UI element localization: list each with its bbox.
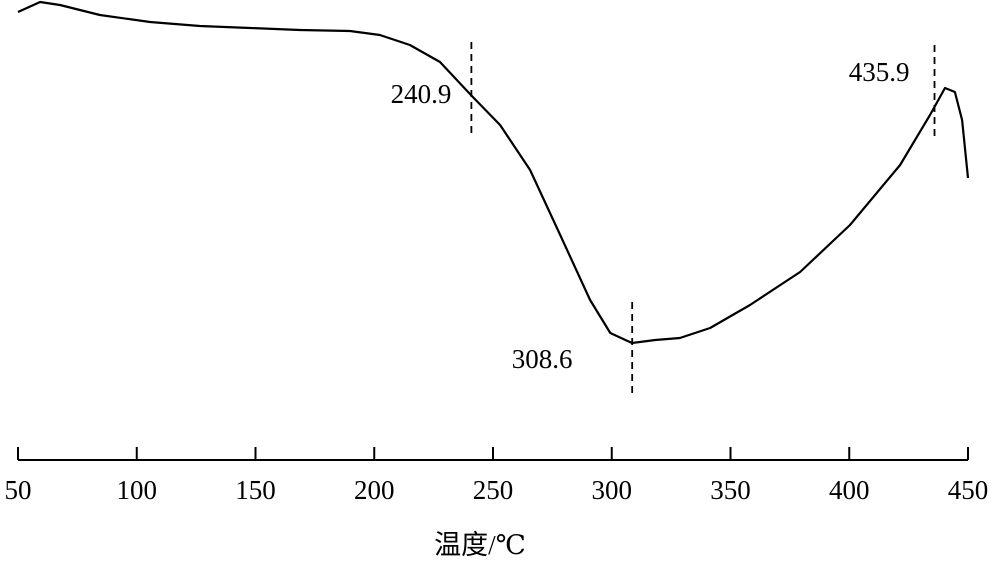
x-tick-label: 250	[473, 475, 514, 505]
x-axis-label: 温度/℃	[434, 530, 526, 560]
x-tick-label: 350	[710, 475, 751, 505]
x-tick-label: 50	[5, 475, 32, 505]
x-tick-label: 300	[592, 475, 633, 505]
x-tick-label: 450	[948, 475, 989, 505]
curve	[17, 0, 970, 345]
marker-label: 435.9	[849, 57, 910, 87]
marker-label: 308.6	[512, 344, 573, 374]
x-tick-label: 150	[235, 475, 276, 505]
x-tick-label: 100	[117, 475, 158, 505]
x-tick-label: 400	[829, 475, 870, 505]
x-tick-label: 200	[354, 475, 395, 505]
marker-label: 240.9	[391, 79, 452, 109]
